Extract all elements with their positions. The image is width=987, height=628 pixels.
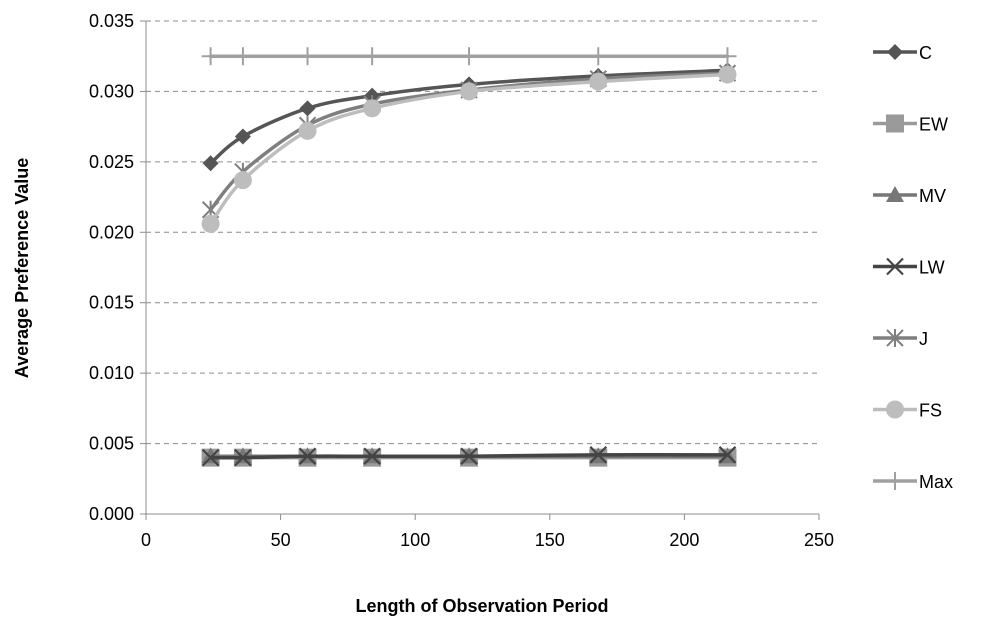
legend-item-j: J xyxy=(873,329,928,349)
y-tick-label: 0.010 xyxy=(89,363,134,383)
data-point-max xyxy=(718,47,737,66)
data-point-max xyxy=(363,47,382,66)
y-tick-label: 0.015 xyxy=(89,293,134,313)
y-tick-label: 0.030 xyxy=(89,81,134,101)
y-tick-label: 0.005 xyxy=(89,434,134,454)
data-point-fs xyxy=(298,121,317,140)
data-point-max xyxy=(460,47,479,66)
data-point-lw xyxy=(298,447,317,466)
data-point-fs xyxy=(589,72,608,91)
x-tick-label: 100 xyxy=(400,530,430,550)
legend-marker-mv xyxy=(886,186,904,202)
data-point-fs xyxy=(363,99,382,118)
data-point-lw xyxy=(234,448,252,467)
data-point-fs xyxy=(233,171,252,190)
legend-marker-c xyxy=(887,44,903,60)
legend-label-j: J xyxy=(919,329,928,349)
data-point-max xyxy=(589,47,608,66)
data-point-lw xyxy=(589,446,608,464)
series-line-lw xyxy=(208,452,730,460)
legend-item-c: C xyxy=(873,43,932,63)
data-point-c xyxy=(202,155,219,172)
x-tick-label: 50 xyxy=(271,530,291,550)
legend-label-c: C xyxy=(919,43,932,63)
legend-marker-j xyxy=(886,329,904,347)
data-point-lw xyxy=(718,446,737,464)
data-point-max xyxy=(201,47,220,66)
legend: C EW MV LW J FS Max xyxy=(873,43,953,492)
legend-item-ew: EW xyxy=(873,114,948,135)
axes: 0.000 0.005 0.010 0.015 0.020 0.025 0.030 0.035… xyxy=(89,11,834,550)
y-tick-label: 0.035 xyxy=(89,11,134,31)
y-tick-label: 0.020 xyxy=(89,222,134,242)
x-tick-label: 150 xyxy=(535,530,565,550)
legend-item-max: Max xyxy=(873,472,953,492)
legend-label-fs: FS xyxy=(919,401,942,421)
data-point-c xyxy=(234,128,251,145)
y-tick-label: 0.000 xyxy=(89,504,134,524)
legend-label-ew: EW xyxy=(919,115,948,135)
legend-item-mv: MV xyxy=(873,186,946,206)
legend-label-lw: LW xyxy=(919,258,945,278)
y-axis-title: Average Preference Value xyxy=(12,158,32,378)
data-point-max xyxy=(233,47,252,66)
legend-marker-fs xyxy=(886,400,904,419)
legend-marker-lw xyxy=(886,257,904,276)
data-point-max xyxy=(298,47,317,66)
data-point-fs xyxy=(201,214,220,233)
legend-item-lw: LW xyxy=(873,258,945,278)
legend-label-mv: MV xyxy=(919,186,946,206)
x-tick-label: 200 xyxy=(669,530,699,550)
legend-label-max: Max xyxy=(919,472,953,492)
data-point-fs xyxy=(718,65,737,84)
series-fs xyxy=(201,65,737,233)
series-group xyxy=(201,47,737,467)
legend-marker-ew xyxy=(886,114,904,133)
x-tick-label: 0 xyxy=(141,530,151,550)
data-point-fs xyxy=(460,82,479,101)
data-point-lw xyxy=(460,447,478,466)
data-point-lw xyxy=(201,448,220,467)
x-axis-title: Length of Observation Period xyxy=(355,596,608,616)
legend-marker-max xyxy=(886,472,904,490)
series-max xyxy=(201,47,737,66)
series-line-c xyxy=(208,68,730,166)
y-tick-label: 0.025 xyxy=(89,152,134,172)
x-tick-label: 250 xyxy=(804,530,834,550)
series-lw xyxy=(201,446,737,467)
data-point-c xyxy=(299,100,316,117)
data-point-lw xyxy=(363,447,381,466)
legend-item-fs: FS xyxy=(873,400,942,421)
